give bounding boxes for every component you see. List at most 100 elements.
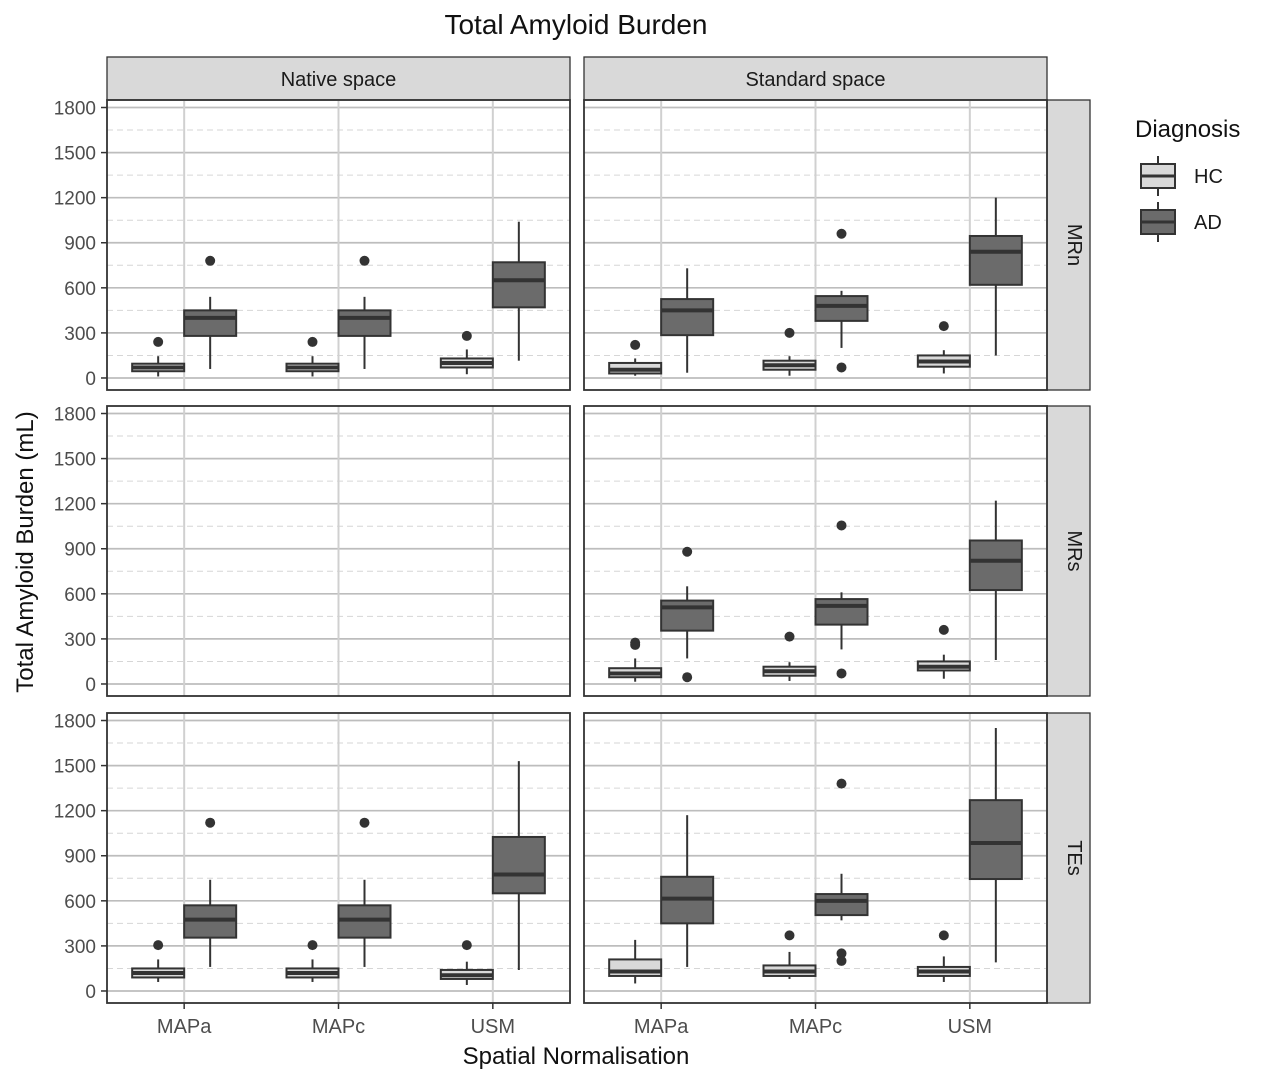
legend-label: HC — [1194, 166, 1223, 188]
legend-title: Diagnosis — [1135, 116, 1240, 143]
y-tick-label: 300 — [64, 324, 96, 345]
box-ad-usm — [491, 221, 546, 361]
facet-panels-layer: Native space Standard space MRn MRs TEs 0 300 6… — [54, 56, 1091, 1038]
outlier-point — [836, 778, 847, 789]
box-ad-usm — [491, 761, 546, 970]
box-ad-usm — [968, 500, 1023, 660]
box-hc-usm — [439, 330, 494, 375]
x-axis: MAPa MAPc USM — [634, 1003, 992, 1038]
outlier-point — [307, 336, 318, 347]
outlier-point — [461, 330, 472, 341]
box-ad-mapa — [660, 546, 715, 683]
facet-row-label: MRs — [1063, 530, 1085, 571]
legend-key — [1140, 156, 1176, 196]
outlier-point — [307, 940, 318, 951]
facet-row-strip: TEs — [1046, 712, 1091, 1004]
facet-panel-standard-space-mrn — [583, 99, 1048, 391]
outlier-point — [836, 228, 847, 239]
box-body — [660, 298, 715, 337]
y-tick-label: 1200 — [54, 189, 96, 210]
box-hc-mapa — [608, 339, 663, 376]
panel-border — [583, 99, 1048, 391]
outlier-point — [359, 255, 370, 266]
box-body — [814, 295, 869, 322]
y-tick-label: 1800 — [54, 712, 96, 733]
box-body — [968, 539, 1023, 592]
box-body — [968, 799, 1023, 881]
y-tick-label: 1200 — [54, 802, 96, 823]
x-tick-label: USM — [948, 1016, 992, 1038]
facet-row-strip: MRn — [1046, 99, 1091, 391]
box-body — [814, 598, 869, 626]
outlier-point — [630, 339, 641, 350]
x-axis: MAPa MAPc USM — [157, 1003, 515, 1038]
box-ad-mapa — [660, 815, 715, 967]
y-axis: 0 300 600 900 1200 1500 1800 — [54, 405, 107, 696]
box-hc-mapc — [762, 327, 817, 376]
outlier-point — [630, 637, 641, 648]
y-tick-label: 600 — [64, 585, 96, 606]
y-tick-label: 1800 — [54, 405, 96, 426]
series-ad — [183, 761, 546, 970]
outlier-point — [359, 817, 370, 828]
y-tick-label: 0 — [85, 675, 96, 696]
facet-column-label: Native space — [281, 69, 397, 91]
box-ad-mapc — [814, 228, 869, 373]
box-ad-mapa — [183, 255, 238, 369]
series-hc — [608, 624, 971, 682]
panel-grid — [107, 406, 570, 696]
box-ad-mapc — [337, 255, 392, 369]
box-hc-mapa — [608, 637, 663, 682]
facet-column-strip: Native space — [106, 56, 571, 101]
facet-column-label: Standard space — [745, 69, 885, 91]
box-body — [183, 309, 238, 337]
x-tick-label: MAPa — [634, 1016, 689, 1038]
outlier-point — [153, 336, 164, 347]
facet-panel-standard-space-mrs — [583, 405, 1048, 697]
legend-key — [1140, 202, 1176, 242]
box-hc-usm — [916, 624, 971, 679]
series-hc — [131, 330, 494, 377]
box-hc-mapa — [131, 336, 186, 377]
series-hc — [608, 930, 971, 984]
outlier-point — [938, 321, 949, 332]
outlier-point — [682, 546, 693, 557]
outlier-point — [784, 631, 795, 642]
box-body — [660, 599, 715, 632]
box-ad-mapc — [814, 778, 869, 966]
x-tick-label: MAPc — [789, 1016, 842, 1038]
x-tick-label: MAPa — [157, 1016, 212, 1038]
box-body — [491, 835, 546, 895]
box-ad-usm — [968, 197, 1023, 356]
facet-row-strip: MRs — [1046, 405, 1091, 697]
y-tick-label: 1500 — [54, 144, 96, 165]
box-ad-mapa — [660, 268, 715, 373]
box-body — [608, 958, 663, 977]
y-tick-label: 600 — [64, 892, 96, 913]
y-tick-label: 900 — [64, 847, 96, 868]
y-tick-label: 900 — [64, 540, 96, 561]
legend-item-ad: AD — [1140, 202, 1222, 242]
facet-panel-native-space-mrn: 0 300 600 900 1200 1500 1800 — [54, 99, 571, 391]
y-tick-label: 600 — [64, 279, 96, 300]
box-hc-mapc — [762, 631, 817, 681]
facet-row-label: MRn — [1063, 224, 1085, 266]
y-axis-title: Total Amyloid Burden (mL) — [12, 411, 39, 692]
outlier-point — [784, 930, 795, 941]
box-ad-mapa — [183, 817, 238, 967]
facet-panel-standard-space-tes: MAPa MAPc USM — [583, 712, 1048, 1038]
y-tick-label: 900 — [64, 234, 96, 255]
y-tick-label: 300 — [64, 937, 96, 958]
x-axis-title: Spatial Normalisation — [463, 1043, 690, 1070]
y-axis: 0 300 600 900 1200 1500 1800 — [54, 99, 107, 390]
series-ad — [183, 221, 546, 369]
panel-border — [583, 405, 1048, 697]
panel-border — [106, 99, 571, 391]
series-hc — [608, 321, 971, 376]
outlier-point — [836, 520, 847, 531]
panel-grid — [107, 100, 570, 390]
y-tick-label: 1500 — [54, 450, 96, 471]
series-ad — [660, 728, 1023, 967]
y-tick-label: 1500 — [54, 757, 96, 778]
